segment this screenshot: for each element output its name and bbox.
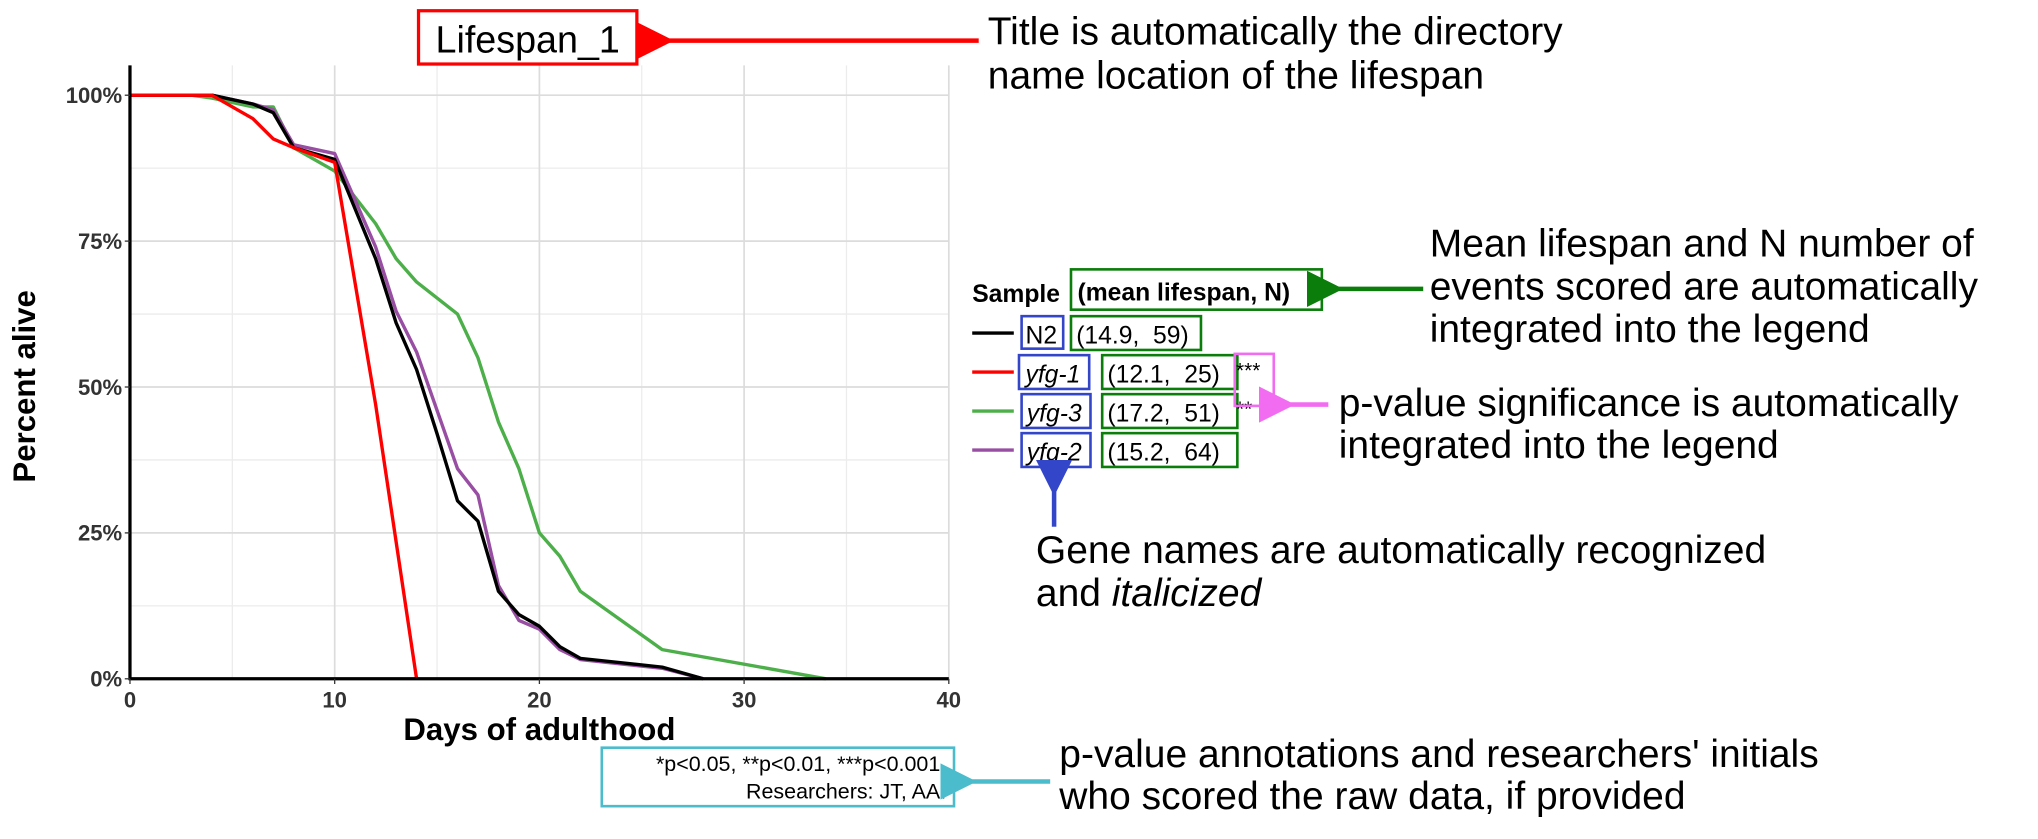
legend-note-3: integrated into the legend bbox=[1430, 308, 1870, 351]
legend-stats: (15.2, 64) bbox=[1107, 439, 1220, 466]
legend-significance: *** bbox=[1236, 359, 1260, 382]
gene-name-box bbox=[1020, 314, 1065, 350]
chart-title: Lifespan_1 bbox=[435, 18, 619, 60]
y-tick-label: 100% bbox=[66, 83, 123, 108]
pvalue-box bbox=[1233, 352, 1276, 408]
stats-box bbox=[1069, 314, 1203, 352]
series-line-yfg-1 bbox=[129, 93, 419, 680]
legend-stats: (14.9, 59) bbox=[1076, 322, 1189, 349]
legend-item-yfg-3: yfg-3 (17.2, 51) ** bbox=[972, 392, 1252, 430]
legend-stats-header: (mean lifespan, N) bbox=[1077, 280, 1290, 307]
legend-label: N2 bbox=[1025, 322, 1057, 349]
gene-name-box bbox=[1017, 353, 1091, 391]
gene-note-2: and italicized bbox=[1036, 572, 1263, 615]
legend-significance: ** bbox=[1236, 398, 1252, 421]
y-tick-label: 50% bbox=[78, 375, 123, 400]
grid bbox=[129, 65, 950, 680]
x-tick-label: 10 bbox=[322, 687, 347, 712]
series-line-N2 bbox=[129, 93, 704, 681]
legend-label: yfg-3 bbox=[1025, 400, 1082, 427]
gene-name-box bbox=[1020, 392, 1092, 430]
stats-box bbox=[1100, 353, 1239, 391]
legend-note-2: events scored are automatically bbox=[1430, 265, 1979, 308]
y-tick-label: 0% bbox=[90, 667, 122, 692]
x-tick-label: 40 bbox=[937, 687, 962, 712]
gene-note-1: Gene names are automatically recognized bbox=[1036, 529, 1766, 572]
legend-title: Sample bbox=[972, 281, 1060, 308]
legend-item-yfg-1: yfg-1 (12.1, 25) *** bbox=[972, 353, 1260, 391]
x-axis-label: Days of adulthood bbox=[403, 712, 675, 747]
legend-label: yfg-2 bbox=[1025, 439, 1082, 466]
title-box bbox=[416, 9, 639, 66]
pvalue-note-2: integrated into the legend bbox=[1339, 424, 1779, 467]
y-axis-label: Percent alive bbox=[7, 290, 42, 482]
legend-stats: (17.2, 51) bbox=[1107, 400, 1220, 427]
legend-note-1: Mean lifespan and N number of bbox=[1430, 222, 1974, 265]
stats-box bbox=[1100, 431, 1239, 469]
title-note-1: Title is automatically the directory bbox=[988, 11, 1563, 54]
legend: Sample (mean lifespan, N) N2 (14.9, 59) yf… bbox=[972, 268, 1324, 469]
y-tick-label: 25% bbox=[78, 521, 123, 546]
series-line-yfg-3 bbox=[129, 93, 827, 681]
footer-note-2: who scored the raw data, if provided bbox=[1058, 775, 1685, 818]
legend-item-yfg-2: yfg-2 (15.2, 64) bbox=[972, 431, 1239, 469]
title-note-2: name location of the lifespan bbox=[988, 55, 1484, 98]
stats-box bbox=[1100, 392, 1239, 430]
tick-labels: 0 10 20 30 40 0% 25% 50% 75% 100% bbox=[66, 83, 961, 712]
researchers-note: Researchers: JT, AA. bbox=[746, 779, 946, 803]
footer-note-1: p-value annotations and researchers' ini… bbox=[1059, 733, 1818, 776]
legend-stats: (12.1, 25) bbox=[1107, 361, 1220, 388]
significance-note: *p<0.05, **p<0.01, ***p<0.001. bbox=[656, 752, 946, 776]
y-tick-label: 75% bbox=[78, 229, 123, 254]
legend-label: yfg-1 bbox=[1023, 361, 1080, 388]
series-line-yfg-2 bbox=[129, 93, 704, 681]
x-tick-label: 30 bbox=[732, 687, 757, 712]
legend-item-N2: N2 (14.9, 59) bbox=[972, 314, 1203, 352]
pvalue-note-1: p-value significance is automatically bbox=[1339, 382, 1959, 425]
x-tick-label: 20 bbox=[527, 687, 552, 712]
x-tick-label: 0 bbox=[124, 687, 136, 712]
series-lines bbox=[129, 93, 827, 681]
